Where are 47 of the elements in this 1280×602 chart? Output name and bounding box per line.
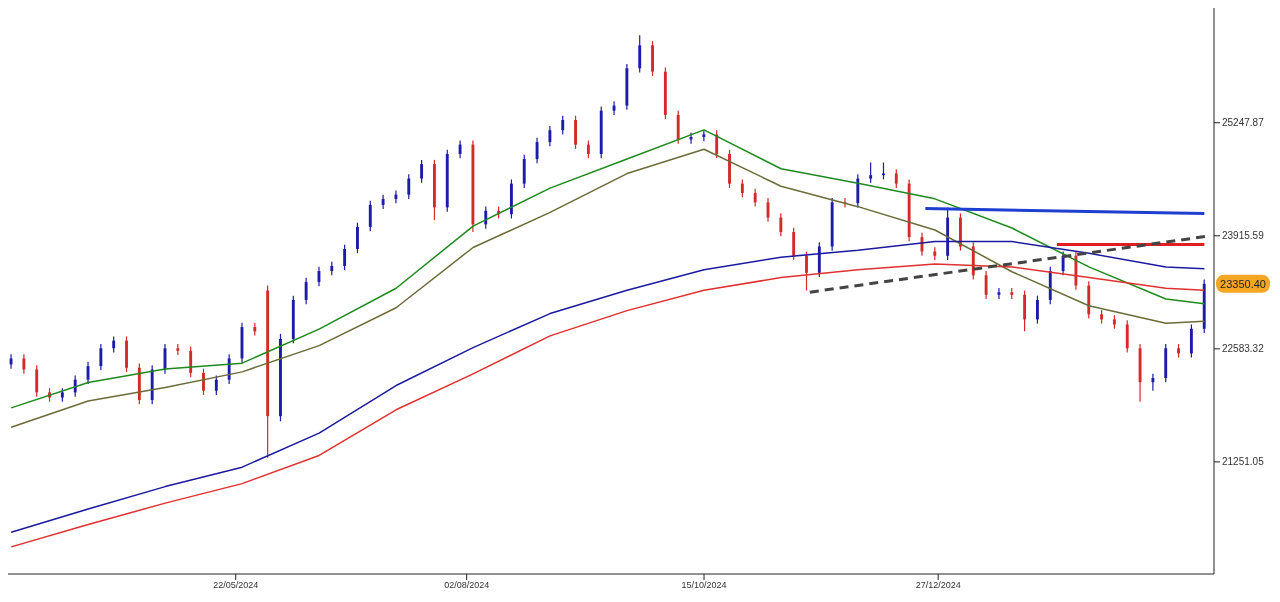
candlestick (189, 345, 193, 378)
candlestick (394, 189, 398, 204)
candlestick (535, 137, 539, 164)
candlestick (407, 173, 411, 200)
candlestick (548, 125, 552, 147)
candlestick (202, 368, 205, 396)
candlestick (1125, 319, 1129, 354)
x-tick-label: 27/12/2024 (915, 580, 961, 591)
candlestick (22, 353, 26, 375)
candlestick (214, 374, 218, 396)
candlestick (792, 227, 796, 261)
candlestick (1151, 373, 1155, 392)
candlestick (125, 335, 128, 373)
x-tick-label: 02/08/2024 (444, 580, 490, 591)
candlestick (381, 194, 385, 210)
candlestick (997, 287, 1001, 300)
candlestick (869, 161, 873, 184)
x-tick-label: 15/10/2024 (681, 580, 727, 591)
y-tick-label: 22583.32 (1222, 343, 1265, 355)
candlestick (894, 168, 898, 189)
candlestick (368, 200, 372, 232)
candlestick (728, 149, 731, 189)
y-tick-label: 21251.05 (1222, 456, 1265, 468)
candlestick (420, 159, 424, 184)
candlestick (99, 343, 103, 371)
annotation: 23350.40 (1220, 277, 1266, 290)
candlestick (574, 115, 577, 150)
candlestick (561, 115, 565, 136)
candlestick (304, 277, 308, 305)
candlestick (779, 212, 783, 237)
candlestick (35, 364, 39, 398)
candlestick (959, 212, 962, 252)
candlestick (882, 161, 885, 181)
candlestick (432, 159, 436, 221)
candlestick (638, 34, 642, 74)
candlestick (1035, 295, 1039, 325)
candlestick (356, 222, 359, 254)
candlestick (702, 129, 706, 142)
candlestick (1177, 343, 1180, 359)
candlestick (984, 270, 988, 300)
candlestick (343, 244, 347, 271)
candlestick (651, 40, 654, 77)
x-tick-label: 22/05/2024 (213, 580, 259, 591)
y-tick-label: 25247.87 (1222, 117, 1265, 129)
candlestick (715, 129, 719, 159)
candlestick (227, 353, 231, 385)
y-tick-label: 23915.59 (1222, 230, 1265, 242)
